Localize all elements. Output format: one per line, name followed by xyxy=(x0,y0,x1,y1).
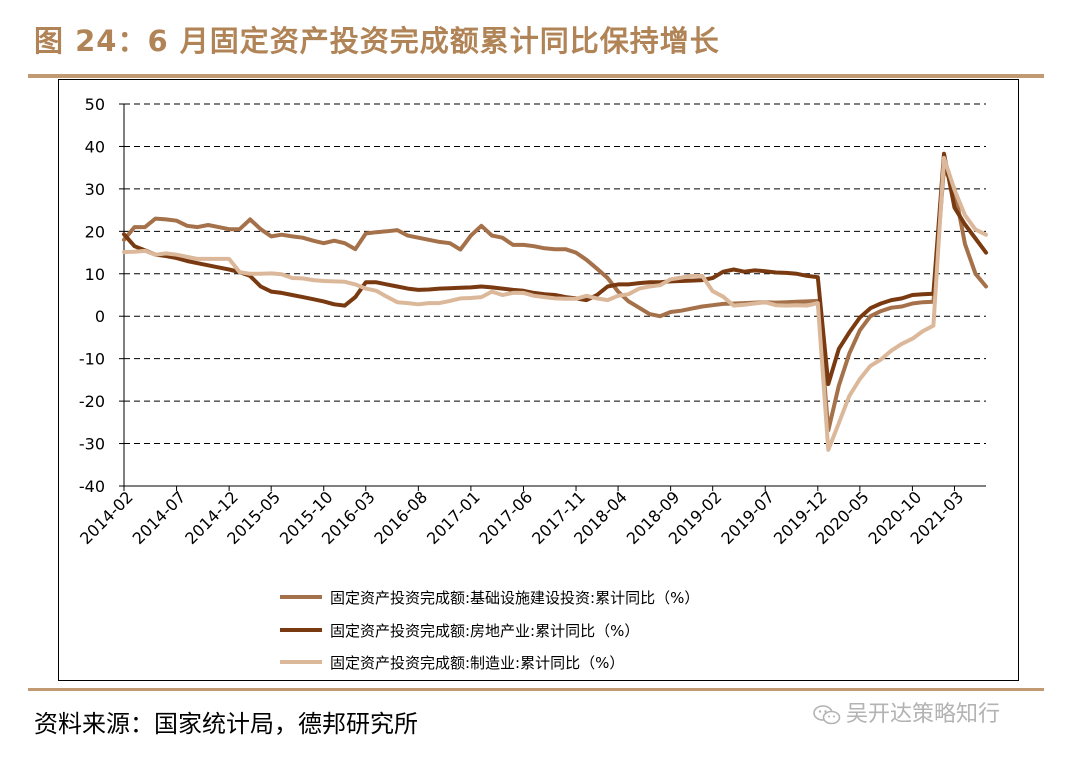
legend-label-2: 固定资产投资完成额:房地产业:累计同比（%） xyxy=(330,622,639,640)
title-divider xyxy=(28,74,1044,78)
series-line-2 xyxy=(122,151,988,387)
wechat-icon xyxy=(813,705,841,725)
y-tick-label: 30 xyxy=(85,180,105,199)
watermark-text: 吴开达策略知行 xyxy=(846,702,1001,727)
series-line-1 xyxy=(122,165,988,433)
watermark: 吴开达策略知行 xyxy=(812,700,1000,730)
legend-label-1: 固定资产投资完成额:基础设施建设投资:累计同比（%） xyxy=(330,589,699,607)
footer-divider xyxy=(28,688,1044,691)
y-tick-label: 40 xyxy=(85,137,105,156)
x-tick-label: 2016-08 xyxy=(370,487,431,548)
y-tick-label: -40 xyxy=(79,477,105,496)
legend: 固定资产投资完成额:基础设施建设投资:累计同比（%） 固定资产投资完成额:房地产业… xyxy=(280,589,699,672)
x-axis: 2014-022014-072014-122015-052015-102016-… xyxy=(76,485,986,548)
y-tick-label: -30 xyxy=(79,435,105,454)
y-axis: 50 40 30 20 10 0 -10 -20 -30 -40 xyxy=(79,95,125,496)
series-line-3 xyxy=(122,155,988,452)
y-tick-label: -10 xyxy=(79,350,105,369)
x-tick-label: 2014-07 xyxy=(129,487,190,548)
y-tick-label: -20 xyxy=(79,392,105,411)
y-tick-label: 20 xyxy=(85,222,105,241)
y-tick-label: 10 xyxy=(85,265,105,284)
x-tick-label: 2019-07 xyxy=(717,487,778,548)
gridlines xyxy=(124,103,986,445)
figure-title: 图 24：6 月固定资产投资完成额累计同比保持增长 xyxy=(34,24,720,58)
x-tick-label: 2014-02 xyxy=(76,487,137,548)
y-tick-label: 0 xyxy=(95,307,105,326)
series-lines xyxy=(122,151,988,452)
y-tick-label: 50 xyxy=(85,95,105,114)
chart-frame xyxy=(58,79,1019,681)
source-note: 资料来源：国家统计局，德邦研究所 xyxy=(34,710,418,738)
x-tick-label: 2017-01 xyxy=(423,487,484,548)
x-tick-label: 2017-06 xyxy=(476,487,537,548)
legend-label-3: 固定资产投资完成额:制造业:累计同比（%） xyxy=(330,654,624,672)
